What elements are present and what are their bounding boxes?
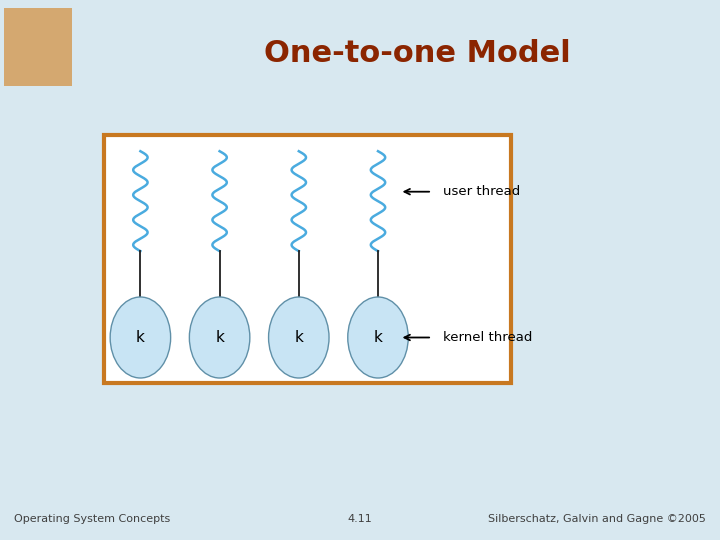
Text: Operating System Concepts: Operating System Concepts — [14, 514, 171, 524]
Text: k: k — [215, 330, 224, 345]
Text: 4.11: 4.11 — [348, 514, 372, 524]
Text: k: k — [136, 330, 145, 345]
Text: kernel thread: kernel thread — [443, 331, 532, 344]
Text: One-to-one Model: One-to-one Model — [264, 39, 571, 69]
Text: user thread: user thread — [443, 185, 520, 198]
Text: k: k — [374, 330, 382, 345]
Text: Silberschatz, Galvin and Gagne ©2005: Silberschatz, Galvin and Gagne ©2005 — [487, 514, 706, 524]
Ellipse shape — [269, 297, 329, 378]
Bar — [104, 135, 511, 383]
Text: k: k — [294, 330, 303, 345]
Ellipse shape — [189, 297, 250, 378]
Ellipse shape — [348, 297, 408, 378]
Ellipse shape — [110, 297, 171, 378]
